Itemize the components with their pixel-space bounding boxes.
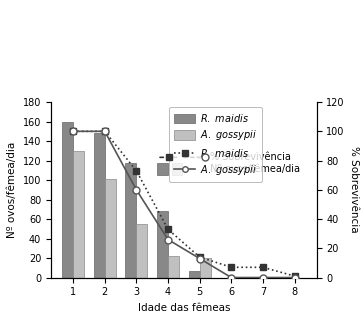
Bar bbox=[73, 151, 84, 278]
Bar bbox=[199, 258, 211, 278]
FancyBboxPatch shape bbox=[172, 163, 182, 175]
Bar bbox=[157, 211, 168, 278]
Y-axis label: Nº ovos/fêmea/dia: Nº ovos/fêmea/dia bbox=[7, 142, 17, 238]
Y-axis label: % Sobrevivência: % Sobrevivência bbox=[349, 146, 359, 233]
FancyBboxPatch shape bbox=[157, 163, 168, 175]
Text: % Sobrevivência: % Sobrevivência bbox=[210, 152, 291, 162]
Bar bbox=[94, 133, 105, 278]
Bar bbox=[168, 256, 179, 278]
Bar bbox=[189, 271, 199, 278]
Bar bbox=[105, 179, 116, 278]
Text: Nº ovos/fêmea/dia: Nº ovos/fêmea/dia bbox=[210, 164, 300, 174]
Bar bbox=[136, 224, 147, 278]
Bar bbox=[125, 163, 136, 278]
Legend: $R.\ maidis$, $A.\ gossypii$, $R.\ maidis$, $A.\ gossypii$: $R.\ maidis$, $A.\ gossypii$, $R.\ maidi… bbox=[169, 107, 262, 182]
Bar bbox=[62, 122, 73, 278]
X-axis label: Idade das fêmeas: Idade das fêmeas bbox=[138, 303, 230, 313]
